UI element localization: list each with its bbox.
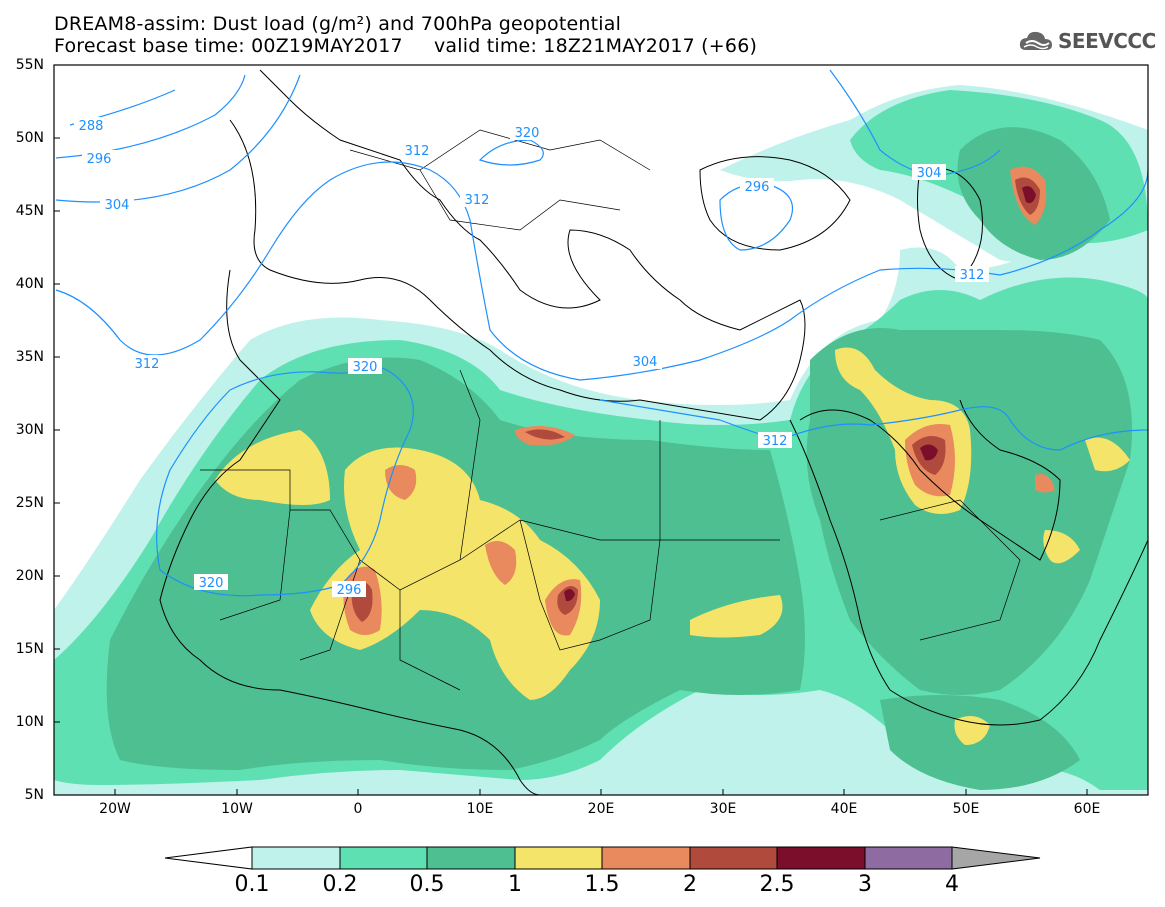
colorbar-bin (514, 846, 603, 870)
lon-label: 10W (221, 801, 253, 817)
dust-layer-1-iran (1085, 437, 1130, 472)
dust-layer-1-oman (1043, 530, 1080, 564)
lon-label: 20E (587, 801, 615, 817)
colorbar-bin (601, 846, 691, 870)
country-borders (200, 129, 1021, 691)
logo-text: SEEVCCC (1058, 29, 1156, 53)
dust-layer-1-ethiopia (954, 716, 990, 745)
coastlines (159, 69, 1148, 795)
lat-label: 5N (24, 787, 44, 803)
contour-label: 312 (405, 144, 430, 159)
lat-label: 40N (15, 276, 44, 292)
lat-label: 15N (15, 641, 44, 657)
lat-label: 30N (15, 422, 44, 438)
lon-label: 0 (353, 801, 363, 817)
contour-label: 296 (87, 152, 112, 167)
contour-label: 312 (465, 193, 490, 208)
contour-label: 320 (199, 576, 224, 591)
dust-layer-1-5-niger (485, 541, 517, 585)
colorbar-bin (251, 846, 341, 870)
lon-label: 20W (99, 801, 131, 817)
contour-label: 304 (105, 198, 130, 213)
contour-label: 296 (337, 583, 362, 598)
colorbar-label: 3 (858, 872, 872, 897)
contour-label: 312 (960, 268, 985, 283)
colorbar-bin (864, 846, 953, 870)
dust-layer-2-libya (525, 429, 565, 440)
dust-layer-2-5-chad (564, 588, 575, 602)
contour-label-texts: 288 296 304 312 312 312 320 320 320 296 … (79, 119, 985, 598)
lat-label: 25N (15, 495, 44, 511)
colorbar-bin (426, 846, 516, 870)
colorbar-label: 0.5 (409, 872, 445, 897)
seevccc-logo: SEEVCCC (1018, 26, 1156, 56)
map-subtitle: Forecast base time: 00Z19MAY2017 valid t… (54, 35, 758, 57)
colorbar (164, 846, 1041, 870)
colorbar-label: 0.1 (234, 872, 270, 897)
lat-label: 50N (15, 130, 44, 146)
lat-label: 20N (15, 568, 44, 584)
dust-layer-1-west (215, 430, 330, 505)
contour-label: 312 (763, 434, 788, 449)
lat-label: 45N (15, 203, 44, 219)
dust-layer-2-5-kazakh (1022, 186, 1036, 204)
colorbar-bin (689, 846, 778, 870)
contour-label: 304 (917, 166, 942, 181)
contour-label: 288 (79, 119, 104, 134)
colorbar-under-arrow (164, 846, 253, 870)
dust-layer-1-5-algeria (385, 465, 417, 500)
dust-layer-2-5-iraq (920, 444, 938, 461)
lon-label: 50E (952, 801, 980, 817)
contour-label-boxes (74, 117, 989, 597)
colorbar-bin (776, 846, 866, 870)
dust-layer-0-5-somalia (880, 695, 1080, 790)
lat-label: 10N (15, 714, 44, 730)
colorbar-label: 1 (508, 872, 522, 897)
colorbar-label: 4 (945, 872, 959, 897)
map-title: DREAM8-assim: Dust load (g/m²) and 700hP… (54, 13, 622, 35)
colorbar-label: 0.2 (322, 872, 358, 897)
contour-label: 312 (135, 357, 160, 372)
colorbar-label: 2.5 (759, 872, 795, 897)
colorbar-label: 2 (683, 872, 697, 897)
cloud-icon (1019, 31, 1052, 50)
colorbar-over-arrow (951, 846, 1041, 870)
lat-label: 35N (15, 349, 44, 365)
colorbar-bin (339, 846, 428, 870)
lon-label: 60E (1073, 801, 1101, 817)
map-plot-area: 288 296 304 312 312 312 320 320 320 296 … (54, 65, 1148, 795)
colorbar-label: 1.5 (584, 872, 620, 897)
lon-label: 10E (466, 801, 494, 817)
lon-label: 40E (830, 801, 858, 817)
dust-layer-1-sudan (690, 595, 783, 638)
contour-label: 320 (353, 360, 378, 375)
contour-label: 320 (515, 126, 540, 141)
dust-layer-1-5-gulf (1035, 474, 1055, 493)
contour-label: 304 (633, 355, 658, 370)
contour-label: 296 (745, 180, 770, 195)
lon-label: 30E (709, 801, 737, 817)
axis-ticks (54, 64, 1088, 795)
lat-label: 55N (15, 57, 44, 73)
